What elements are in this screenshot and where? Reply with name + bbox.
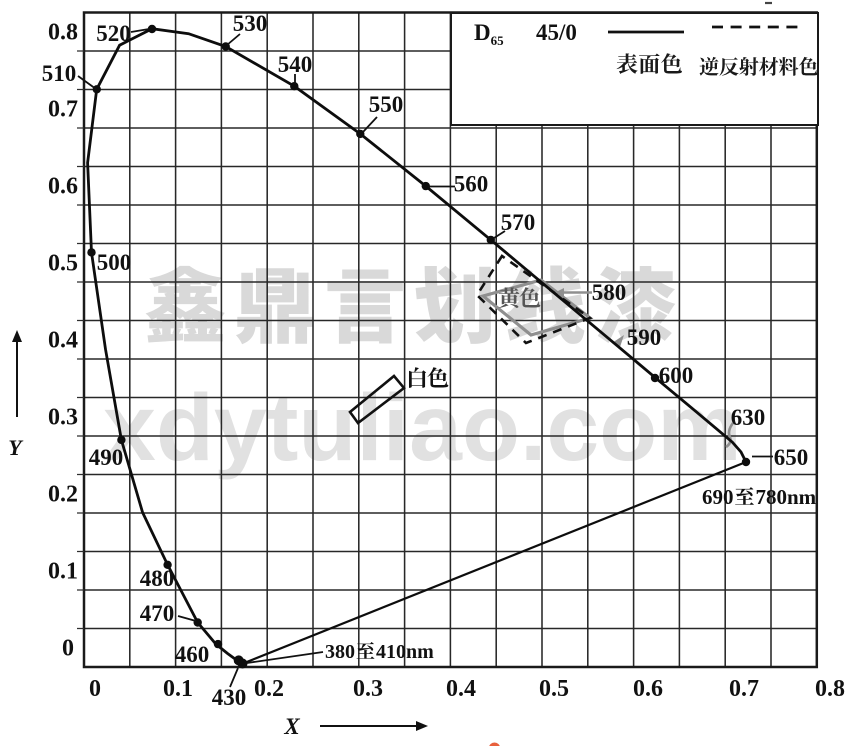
svg-text:0.1: 0.1: [48, 559, 78, 585]
svg-text:530: 530: [233, 11, 268, 36]
svg-text:45/0: 45/0: [536, 20, 577, 45]
svg-text:550: 550: [369, 92, 404, 117]
svg-text:650: 650: [774, 445, 809, 470]
svg-text:500: 500: [97, 250, 132, 275]
svg-text:470: 470: [140, 601, 175, 626]
svg-text:430: 430: [212, 685, 247, 710]
svg-text:0.8: 0.8: [48, 20, 78, 46]
svg-text:0.7: 0.7: [48, 97, 78, 123]
svg-text:570: 570: [501, 210, 536, 235]
svg-text:0.7: 0.7: [729, 676, 759, 702]
svg-text:0.4: 0.4: [446, 676, 476, 702]
svg-text:0.8: 0.8: [815, 676, 845, 702]
svg-text:0.6: 0.6: [633, 676, 663, 702]
svg-text:0: 0: [89, 676, 101, 702]
svg-text:590: 590: [627, 325, 662, 350]
svg-text:540: 540: [278, 52, 313, 77]
svg-text:600: 600: [659, 363, 694, 388]
svg-text:460: 460: [175, 642, 210, 667]
svg-text:780nm: 780nm: [756, 485, 817, 509]
svg-text:580: 580: [592, 280, 627, 305]
svg-text:0.3: 0.3: [353, 676, 383, 702]
svg-text:0.1: 0.1: [163, 676, 193, 702]
svg-text:690: 690: [702, 485, 734, 509]
svg-text:560: 560: [454, 172, 489, 197]
svg-text:0.2: 0.2: [254, 676, 284, 702]
svg-text:0.4: 0.4: [48, 328, 78, 354]
svg-text:X: X: [283, 714, 300, 739]
svg-text:480: 480: [140, 566, 175, 591]
svg-text:630: 630: [731, 405, 766, 430]
svg-text:410nm: 410nm: [376, 641, 434, 663]
svg-text:0.3: 0.3: [48, 405, 78, 431]
svg-text:510: 510: [42, 61, 77, 86]
svg-text:490: 490: [89, 445, 124, 470]
svg-text:0: 0: [62, 636, 74, 662]
svg-text:0.6: 0.6: [48, 174, 78, 200]
svg-text:0.5: 0.5: [539, 676, 569, 702]
svg-text:xdytuliao.com: xdytuliao.com: [103, 375, 742, 481]
svg-text:380: 380: [325, 641, 355, 663]
svg-text:0.2: 0.2: [48, 482, 78, 508]
svg-text:Y: Y: [8, 435, 24, 460]
svg-text:0.5: 0.5: [48, 251, 78, 277]
svg-text:520: 520: [96, 21, 131, 46]
